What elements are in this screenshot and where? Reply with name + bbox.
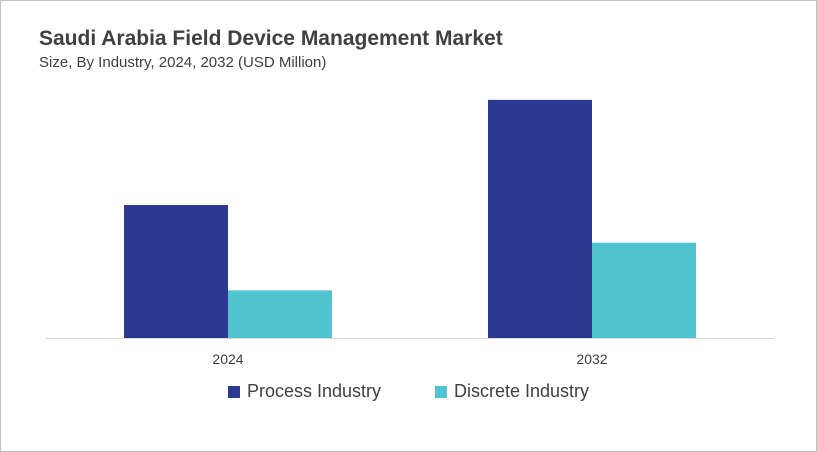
bar-process-industry-2024 bbox=[124, 205, 228, 338]
chart-title: Saudi Arabia Field Device Management Mar… bbox=[39, 27, 503, 50]
chart-subtitle: Size, By Industry, 2024, 2032 (USD Milli… bbox=[39, 54, 327, 71]
chart-legend: Process Industry Discrete Industry bbox=[0, 381, 817, 402]
legend-label-discrete-industry: Discrete Industry bbox=[454, 381, 590, 401]
bar-discrete-industry-2024 bbox=[228, 290, 332, 338]
legend-swatch-discrete-industry bbox=[435, 385, 447, 398]
x-tick-label-2024: 2024 bbox=[212, 351, 243, 367]
legend-item-discrete-industry: Discrete Industry bbox=[435, 381, 589, 402]
legend-item-process-industry: Process Industry bbox=[227, 381, 381, 402]
legend-swatch-process-industry bbox=[227, 385, 240, 398]
bar-discrete-industry-2032 bbox=[592, 242, 696, 338]
x-tick-label-2032: 2032 bbox=[576, 351, 607, 367]
bar-process-industry-2032 bbox=[488, 99, 592, 338]
legend-label-process-industry: Process Industry bbox=[246, 381, 381, 401]
